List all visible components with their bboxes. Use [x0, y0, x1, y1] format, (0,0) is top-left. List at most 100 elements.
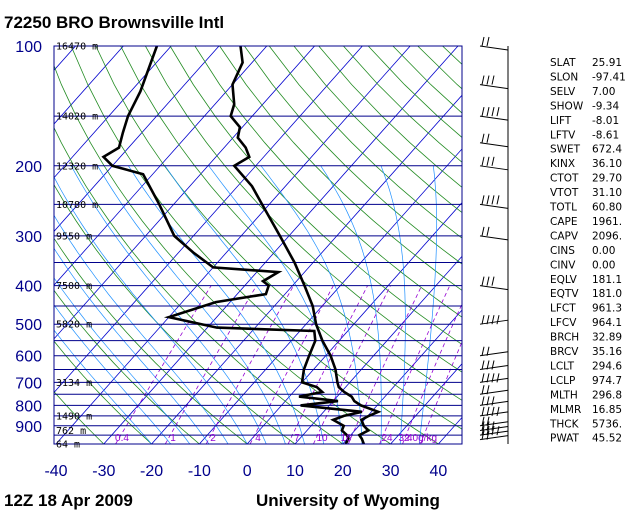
index-value: 0.00 — [592, 259, 615, 271]
sounding-profiles — [101, 46, 382, 444]
dry-adiabat-line — [268, 46, 462, 239]
wind-barb-feather — [486, 421, 490, 431]
wind-barb-feather — [491, 276, 495, 286]
wind-barb-feather — [486, 360, 490, 370]
wind-barb-feather — [491, 426, 495, 436]
index-value: 35.16 — [592, 346, 622, 358]
dry-adiabat-line — [54, 340, 153, 444]
isotherm-line — [103, 46, 459, 444]
index-value: 29.70 — [592, 173, 622, 185]
wind-barb-feather — [486, 36, 490, 47]
mixing-ratio-line — [347, 285, 423, 444]
index-value: 45.52 — [592, 433, 622, 445]
index-name: LFTV — [550, 129, 576, 141]
station-title: 72250 BRO Brownsville Intl — [4, 13, 224, 32]
wind-barb-feather — [486, 406, 490, 417]
wind-barb — [479, 133, 509, 148]
mixing-ratio-line — [164, 285, 257, 444]
pressure-tick-label: 700 — [15, 375, 42, 392]
wind-barb-staff — [479, 285, 509, 291]
wind-barb-feather — [491, 75, 495, 85]
mixing-ratio-line — [205, 285, 294, 444]
wind-barb-feather — [481, 385, 485, 395]
index-value: 36.10 — [592, 158, 622, 170]
wind-barb-staff — [479, 351, 509, 357]
index-name: LFCT — [550, 303, 576, 315]
wind-barb — [479, 421, 509, 432]
temperature-tick-label: 10 — [286, 463, 304, 480]
index-value: -97.41 — [592, 71, 626, 83]
wind-barb-staff — [479, 426, 509, 432]
wind-barb-staff — [479, 389, 509, 395]
wind-barb-feather — [481, 133, 485, 143]
index-value: -9.34 — [592, 100, 619, 112]
wind-barb-feather — [491, 360, 495, 370]
wind-barb — [479, 416, 509, 427]
wind-barb-feather — [486, 195, 490, 205]
index-name: PWAT — [550, 433, 580, 445]
wind-barb-staff — [479, 84, 509, 90]
isotherm-line — [54, 46, 124, 125]
dry-adiabat-line — [244, 46, 462, 265]
wind-barb-feather — [481, 360, 485, 370]
wind-barb — [479, 430, 509, 441]
index-name: CTOT — [550, 173, 579, 185]
index-name: MLTH — [550, 389, 578, 401]
dry-adiabat-line — [95, 46, 462, 430]
wind-barb-feather — [481, 315, 485, 325]
index-name: LCLP — [550, 375, 575, 387]
wind-barb — [479, 226, 509, 241]
dry-adiabat-line — [120, 46, 462, 401]
stability-indices: SLAT 25.91 SLON -97.41 SELV 7.00 SHOW -9.34 LIFT… — [549, 57, 626, 445]
index-value: 181.1 — [592, 274, 622, 286]
wind-barb-staff — [479, 165, 509, 171]
index-value: 31.10 — [592, 187, 622, 199]
wind-barb-feather — [491, 315, 495, 325]
wind-barb-feather — [481, 346, 485, 356]
isotherm-line — [342, 309, 462, 444]
dry-adiabat-line — [54, 183, 296, 444]
index-name: SHOW — [550, 100, 584, 112]
wind-barb — [479, 360, 509, 371]
pressure-tick-label: 500 — [15, 317, 42, 334]
height-label: 762 m — [56, 426, 86, 437]
mixing-ratio-label: 0.4 — [115, 433, 129, 444]
index-value: 0.00 — [592, 245, 615, 257]
wind-barb-feather — [486, 226, 490, 237]
wind-barb — [479, 346, 509, 357]
pressure-tick-label: 400 — [15, 279, 42, 296]
wind-barb-staff — [479, 203, 509, 209]
isotherm-line — [54, 46, 268, 286]
wind-barb-feather — [491, 406, 495, 417]
wind-barb — [479, 276, 509, 291]
wind-barb-feather — [481, 396, 485, 406]
wind-barb — [479, 373, 509, 383]
index-name: SLAT — [550, 57, 576, 69]
mixing-ratio-label: 2 — [210, 433, 216, 444]
mixing-ratio-label: 32 — [398, 433, 410, 444]
wind-barb — [479, 426, 509, 436]
mixing-ratio-label: 4 — [255, 433, 261, 444]
index-value: 5736. — [592, 418, 622, 430]
index-name: LIFT — [550, 115, 572, 127]
wind-barb-feather — [486, 315, 490, 325]
wind-barb-feather — [486, 396, 490, 406]
index-value: 16.85 — [592, 404, 622, 416]
isotherm-line — [390, 363, 462, 444]
index-value: 964.1 — [592, 317, 622, 329]
wind-barb-feather — [486, 373, 490, 383]
index-name: BRCV — [550, 346, 579, 358]
wind-barb — [479, 75, 509, 90]
index-value: 296.8 — [592, 389, 622, 401]
wind-barb — [479, 396, 509, 406]
wind-barb-staff — [479, 45, 509, 51]
wind-barb — [479, 406, 509, 417]
wind-barb — [479, 315, 509, 325]
credit-label: University of Wyoming — [256, 491, 440, 510]
index-name: EQLV — [550, 274, 578, 286]
wind-barb-feather — [481, 421, 485, 431]
height-label: 9550 m — [56, 231, 92, 242]
wind-barb-feather — [486, 156, 490, 166]
mixing-ratio-line — [420, 340, 462, 444]
